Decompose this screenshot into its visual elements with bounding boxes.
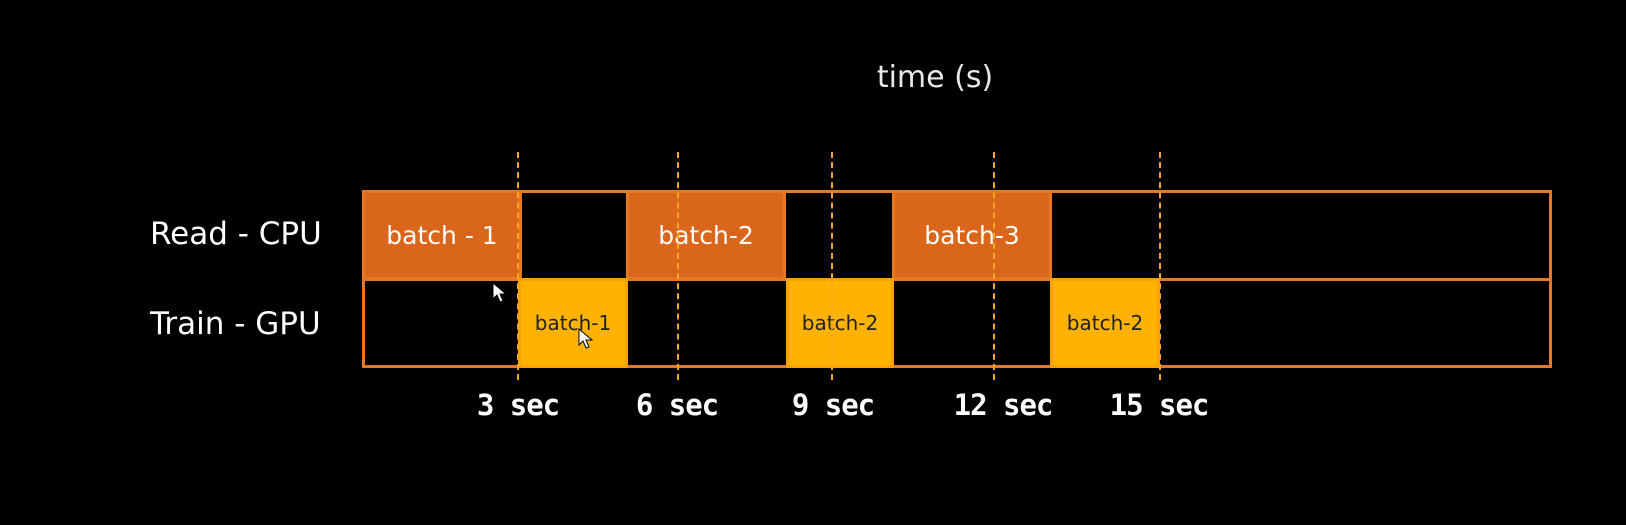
mouse-pointer-icon (492, 282, 508, 303)
tick-label-9: 9 sec (791, 388, 875, 422)
tick-label-3: 3 sec (476, 388, 560, 422)
read-block-1: batch - 1 (362, 190, 522, 280)
row-label-read-cpu: Read - CPU (150, 216, 322, 252)
axis-title: time (s) (876, 60, 994, 95)
tick-label-6: 6 sec (635, 388, 719, 422)
train-block-2: batch-2 (786, 278, 894, 368)
tick-label-15: 15 sec (1109, 388, 1210, 422)
time-marker-15 (1159, 152, 1161, 380)
train-block-1: batch-1 (518, 278, 628, 368)
read-block-3: batch-3 (892, 190, 1052, 280)
time-marker-12 (993, 152, 995, 380)
mouse-pointer-icon (578, 328, 594, 349)
read-block-2: batch-2 (626, 190, 786, 280)
tick-label-12: 12 sec (953, 388, 1054, 422)
time-marker-6 (677, 152, 679, 380)
row-label-train-gpu: Train - GPU (150, 306, 321, 342)
time-marker-9 (831, 152, 833, 380)
train-block-3: batch-2 (1050, 278, 1160, 368)
time-marker-3 (517, 152, 519, 380)
